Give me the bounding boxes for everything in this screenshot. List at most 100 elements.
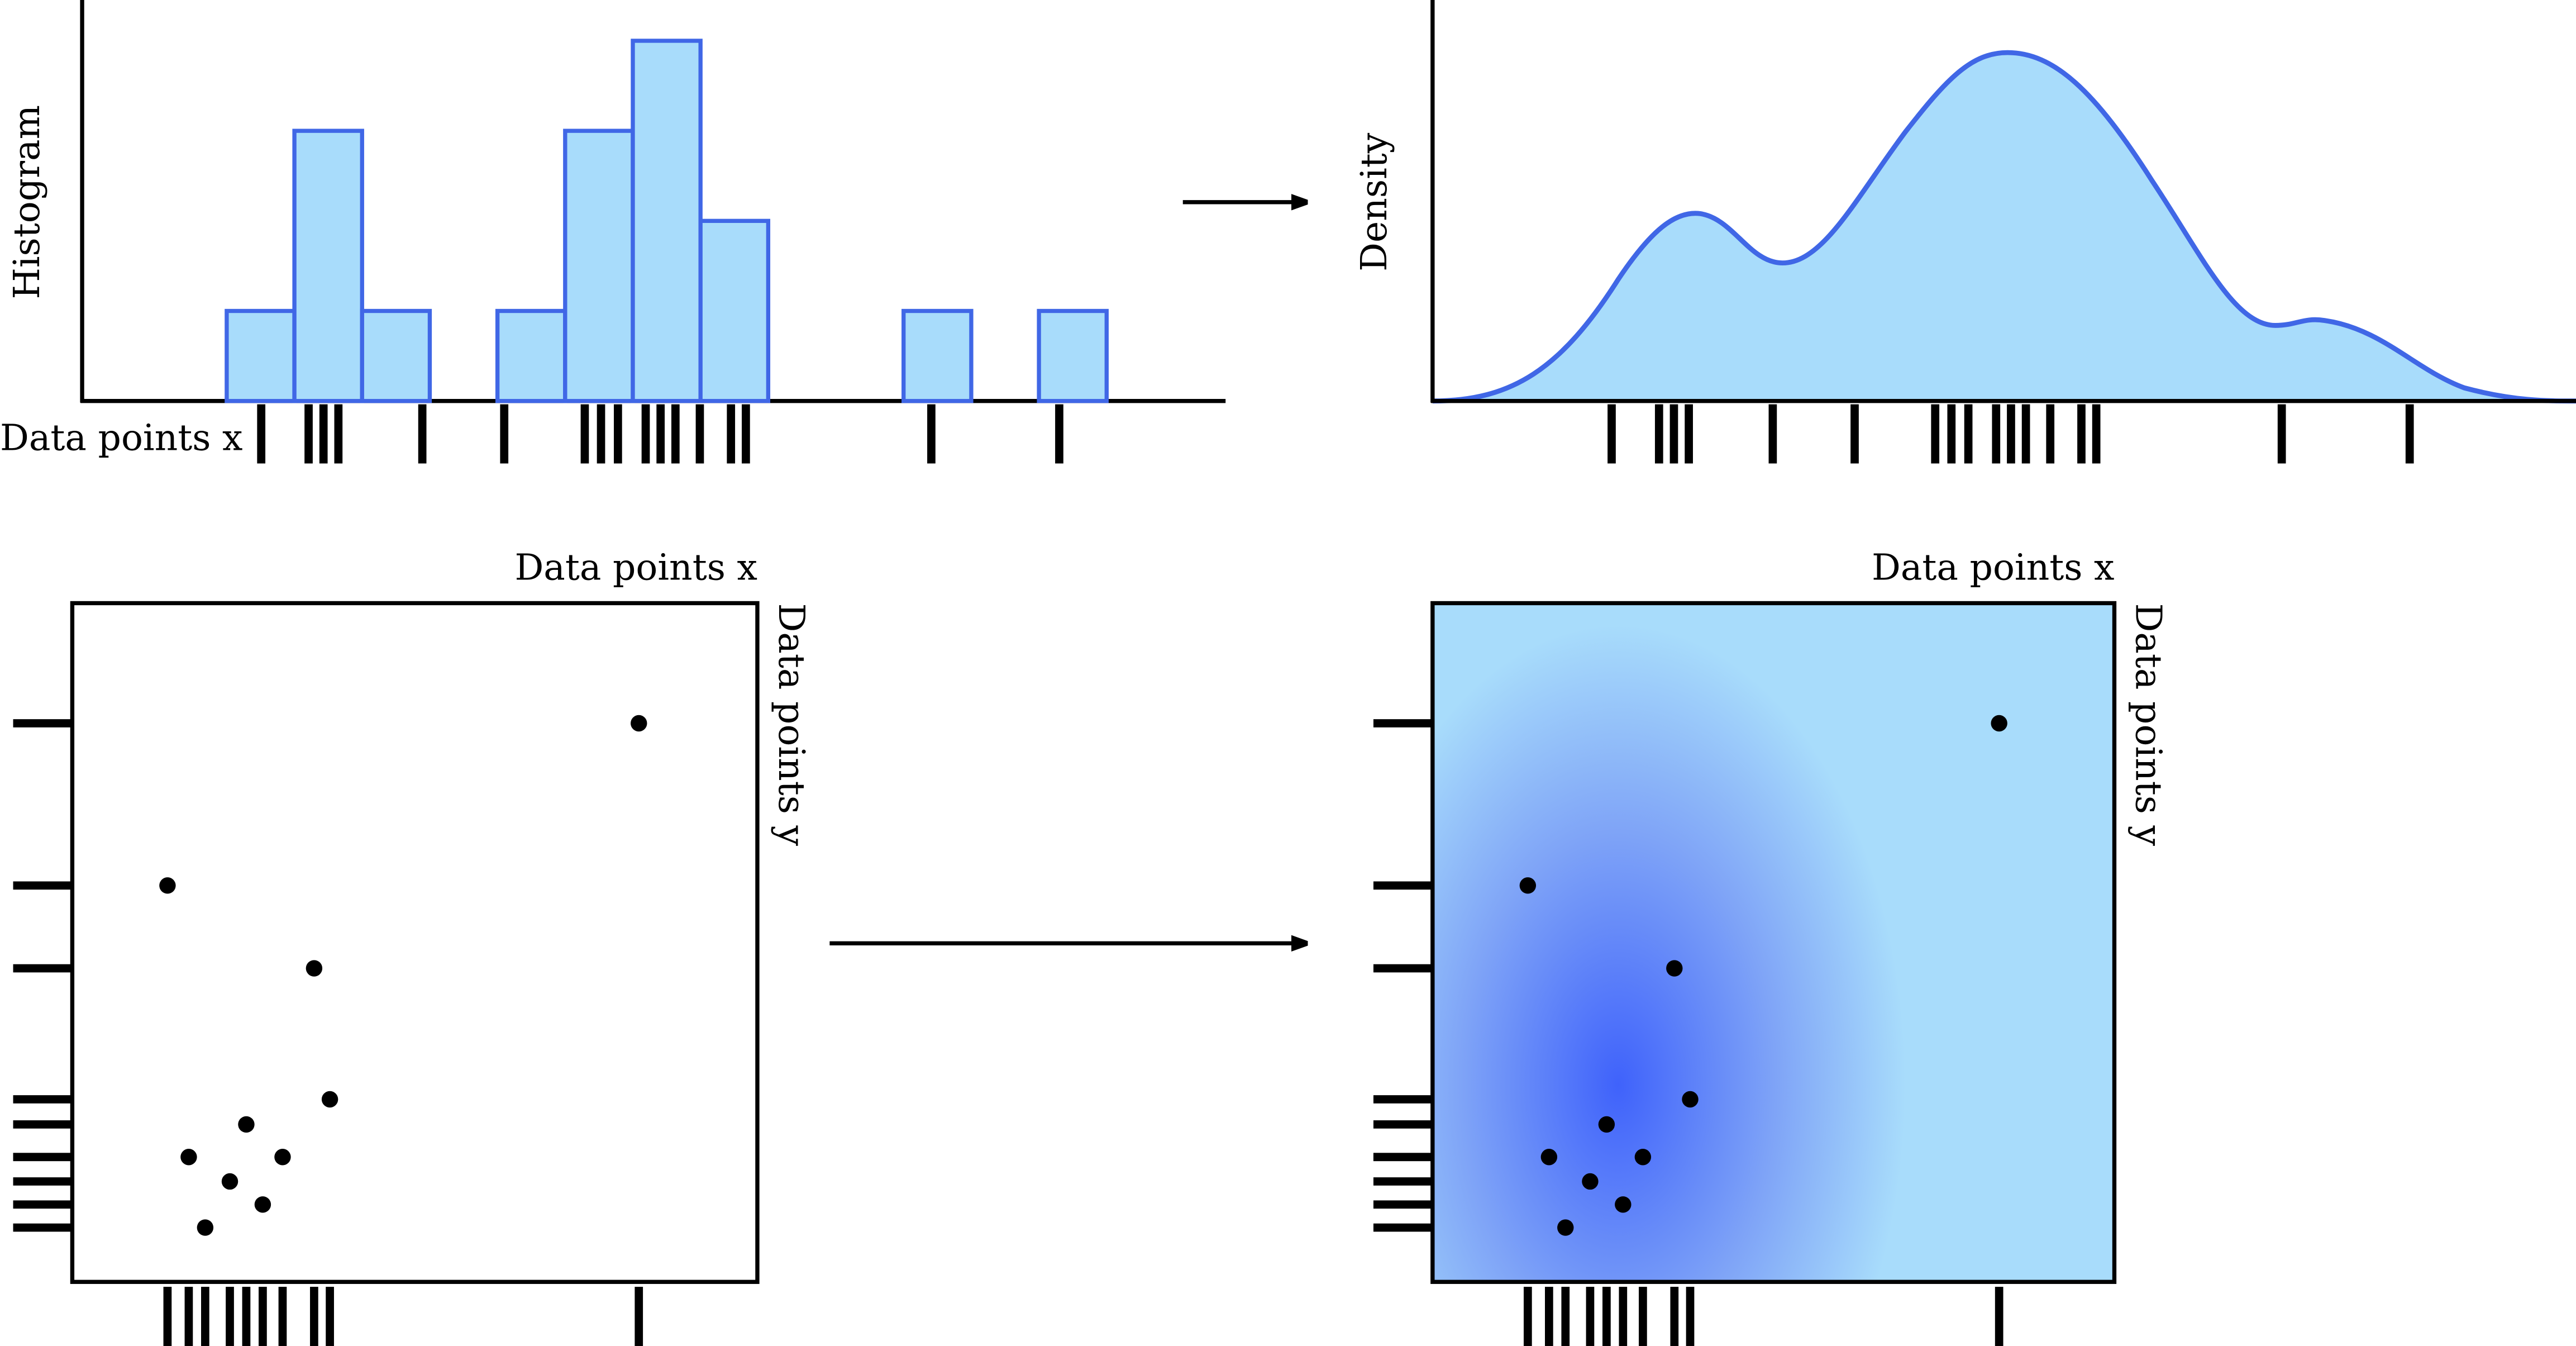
data-point bbox=[1519, 877, 1537, 894]
rug-tick bbox=[1768, 404, 1777, 464]
rug-tick bbox=[13, 1200, 73, 1209]
rug-tick bbox=[184, 1287, 193, 1346]
rug-tick bbox=[1931, 404, 1940, 464]
data-point bbox=[197, 1219, 214, 1236]
rug-tick bbox=[201, 1287, 209, 1346]
rug-tick bbox=[1670, 1287, 1679, 1346]
x-label: Data points x bbox=[0, 417, 242, 459]
data-point bbox=[238, 1116, 255, 1133]
histogram-bar bbox=[360, 308, 432, 403]
histogram-bar bbox=[225, 308, 297, 403]
histogram-bar bbox=[495, 308, 567, 403]
rug-tick bbox=[163, 1287, 172, 1346]
rug-tick bbox=[1995, 1287, 2003, 1346]
rug-tick bbox=[1373, 1223, 1433, 1232]
rug-tick bbox=[257, 404, 266, 464]
rug-tick bbox=[1523, 1287, 1532, 1346]
rug-tick bbox=[635, 1287, 643, 1346]
rug-tick bbox=[13, 1095, 73, 1104]
rug-tick bbox=[580, 404, 589, 464]
histogram-bar bbox=[901, 308, 974, 403]
rug-tick bbox=[597, 404, 605, 464]
rug-tick bbox=[641, 404, 650, 464]
rug-tick bbox=[2277, 404, 2286, 464]
data-point bbox=[1615, 1196, 1632, 1213]
density-curve bbox=[1432, 50, 2576, 404]
rug-tick bbox=[278, 1287, 287, 1346]
heatmap bbox=[1432, 603, 2115, 1282]
rug-tick bbox=[13, 964, 73, 973]
rug-tick bbox=[2007, 404, 2015, 464]
rug-tick bbox=[1373, 1153, 1433, 1162]
rug-tick bbox=[2077, 404, 2086, 464]
rug-tick bbox=[226, 1287, 234, 1346]
rug-tick bbox=[695, 404, 704, 464]
rug-tick bbox=[13, 1153, 73, 1162]
data-point bbox=[1598, 1116, 1615, 1133]
x-label: Data points x bbox=[1872, 547, 2115, 589]
rug-tick bbox=[1639, 1287, 1647, 1346]
data-point bbox=[221, 1173, 238, 1190]
rug-tick bbox=[1685, 404, 1693, 464]
data-point bbox=[1634, 1149, 1652, 1166]
rug-tick bbox=[613, 404, 622, 464]
rug-tick bbox=[418, 404, 427, 464]
rug-tick bbox=[1850, 404, 1859, 464]
density-area bbox=[1432, 53, 2576, 401]
rug-tick bbox=[2046, 404, 2055, 464]
rug-tick bbox=[727, 404, 736, 464]
rug-tick bbox=[1669, 404, 1678, 464]
data-point bbox=[306, 960, 323, 977]
data-point bbox=[631, 715, 647, 732]
rug-tick bbox=[1373, 1177, 1433, 1186]
rug-tick bbox=[13, 1223, 73, 1232]
y-label: Density bbox=[1353, 132, 1395, 272]
histogram-bar bbox=[1037, 308, 1109, 403]
data-point bbox=[321, 1091, 338, 1108]
rug-tick bbox=[1373, 881, 1433, 890]
rug-tick bbox=[310, 1287, 318, 1346]
histogram-bar bbox=[563, 129, 635, 403]
rug-tick bbox=[2405, 404, 2414, 464]
y-label: Data points y bbox=[770, 603, 812, 846]
rug-tick bbox=[1373, 1120, 1433, 1129]
rug-tick bbox=[334, 404, 343, 464]
rug-tick bbox=[1654, 404, 1663, 464]
rug-tick bbox=[13, 1177, 73, 1186]
y-label: Data points y bbox=[2127, 603, 2169, 846]
rug-tick bbox=[1992, 404, 2001, 464]
rug-tick bbox=[13, 719, 73, 727]
rug-tick bbox=[1607, 404, 1616, 464]
histogram-bar bbox=[292, 129, 364, 403]
y-label: Histogram bbox=[6, 105, 48, 299]
rug-tick bbox=[13, 881, 73, 890]
rug-tick bbox=[1373, 964, 1433, 973]
histogram-bar bbox=[631, 39, 703, 403]
rug-tick bbox=[500, 404, 509, 464]
rug-tick bbox=[656, 404, 665, 464]
rug-tick bbox=[1619, 1287, 1628, 1346]
rug-tick bbox=[1373, 1200, 1433, 1209]
rug-tick bbox=[259, 1287, 267, 1346]
rug-tick bbox=[1686, 1287, 1695, 1346]
rug-tick bbox=[319, 404, 328, 464]
data-point bbox=[159, 877, 176, 894]
rug-tick bbox=[1964, 404, 1973, 464]
rug-tick bbox=[1373, 1095, 1433, 1104]
data-point bbox=[1666, 960, 1683, 977]
rug-tick bbox=[1947, 404, 1956, 464]
data-point bbox=[1540, 1149, 1558, 1166]
rug-tick bbox=[13, 1120, 73, 1129]
rug-tick bbox=[2021, 404, 2030, 464]
x-label: Data points x bbox=[514, 547, 757, 589]
data-point bbox=[180, 1149, 197, 1166]
rug-tick bbox=[927, 404, 936, 464]
rug-tick bbox=[1373, 719, 1433, 727]
rug-tick bbox=[1586, 1287, 1595, 1346]
rug-tick bbox=[671, 404, 680, 464]
rug-tick bbox=[742, 404, 750, 464]
histogram-bar bbox=[698, 218, 771, 403]
rug-tick bbox=[1602, 1287, 1611, 1346]
scatter-frame bbox=[70, 601, 760, 1284]
